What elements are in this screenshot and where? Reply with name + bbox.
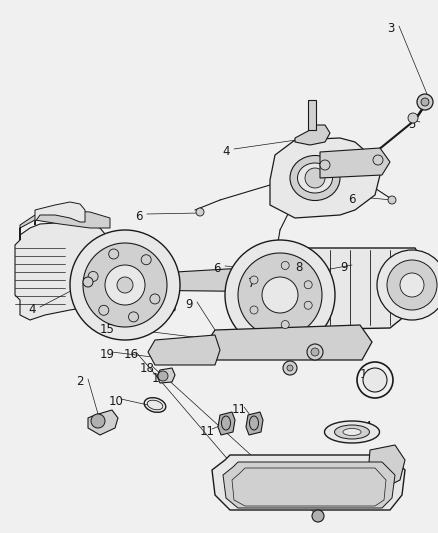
Circle shape [304, 281, 312, 289]
Circle shape [128, 312, 138, 322]
Ellipse shape [335, 425, 370, 439]
Circle shape [105, 265, 145, 305]
Polygon shape [368, 445, 405, 490]
Circle shape [421, 98, 429, 106]
Polygon shape [15, 222, 110, 320]
Circle shape [312, 510, 324, 522]
Polygon shape [125, 265, 305, 292]
Polygon shape [270, 138, 380, 218]
Polygon shape [148, 335, 220, 365]
Text: 14: 14 [358, 420, 373, 433]
Ellipse shape [325, 421, 379, 443]
Ellipse shape [290, 156, 340, 200]
Text: 2: 2 [76, 375, 84, 388]
Text: 13: 13 [387, 470, 402, 483]
Bar [308, 100, 316, 130]
Polygon shape [223, 462, 395, 508]
Text: 15: 15 [100, 323, 115, 336]
Circle shape [117, 277, 133, 293]
Polygon shape [218, 412, 235, 435]
Circle shape [158, 371, 168, 381]
Polygon shape [265, 248, 425, 330]
Circle shape [150, 294, 160, 304]
Text: 4: 4 [28, 303, 35, 316]
Text: 16: 16 [124, 348, 139, 361]
Circle shape [305, 168, 325, 188]
Circle shape [311, 348, 319, 356]
Text: 3: 3 [387, 22, 394, 35]
Ellipse shape [250, 416, 258, 430]
Text: 11: 11 [232, 403, 247, 416]
Polygon shape [320, 148, 390, 178]
Circle shape [320, 160, 330, 170]
Text: 8: 8 [295, 261, 302, 274]
Circle shape [141, 255, 151, 265]
Polygon shape [157, 368, 175, 383]
Circle shape [417, 94, 433, 110]
Circle shape [109, 249, 119, 259]
Text: 4: 4 [222, 145, 230, 158]
Polygon shape [35, 202, 85, 225]
Circle shape [262, 277, 298, 313]
Circle shape [281, 262, 289, 270]
Ellipse shape [147, 400, 163, 410]
Text: 19: 19 [100, 348, 115, 361]
Circle shape [99, 305, 109, 316]
Text: 12: 12 [360, 368, 375, 381]
Text: 9: 9 [340, 261, 347, 274]
Circle shape [388, 196, 396, 204]
Polygon shape [205, 325, 372, 360]
Circle shape [287, 365, 293, 371]
Ellipse shape [297, 163, 332, 193]
Circle shape [250, 276, 258, 284]
Text: 17: 17 [152, 372, 167, 385]
Polygon shape [88, 410, 118, 435]
Text: 9: 9 [185, 298, 192, 311]
Circle shape [307, 344, 323, 360]
Circle shape [225, 240, 335, 350]
Circle shape [363, 368, 387, 392]
Circle shape [91, 414, 105, 428]
Text: 18: 18 [140, 362, 155, 375]
Circle shape [400, 273, 424, 297]
Polygon shape [295, 125, 330, 145]
Ellipse shape [343, 429, 361, 435]
Text: 7: 7 [248, 277, 255, 290]
Circle shape [238, 253, 322, 337]
Circle shape [196, 208, 204, 216]
Circle shape [83, 277, 93, 287]
Circle shape [83, 243, 167, 327]
Circle shape [408, 113, 418, 123]
Circle shape [281, 320, 289, 328]
Circle shape [283, 361, 297, 375]
Ellipse shape [222, 416, 230, 430]
Circle shape [387, 260, 437, 310]
Text: 6: 6 [213, 262, 220, 275]
Polygon shape [212, 455, 405, 510]
Text: 5: 5 [408, 118, 415, 131]
Polygon shape [20, 210, 110, 240]
Text: 6: 6 [135, 210, 142, 223]
Circle shape [304, 301, 312, 309]
Polygon shape [246, 412, 263, 435]
Circle shape [88, 271, 98, 281]
Text: 10: 10 [109, 395, 124, 408]
Circle shape [377, 250, 438, 320]
Text: 11: 11 [200, 425, 215, 438]
Text: 6: 6 [348, 193, 356, 206]
Circle shape [250, 306, 258, 314]
Circle shape [373, 155, 383, 165]
Circle shape [70, 230, 180, 340]
